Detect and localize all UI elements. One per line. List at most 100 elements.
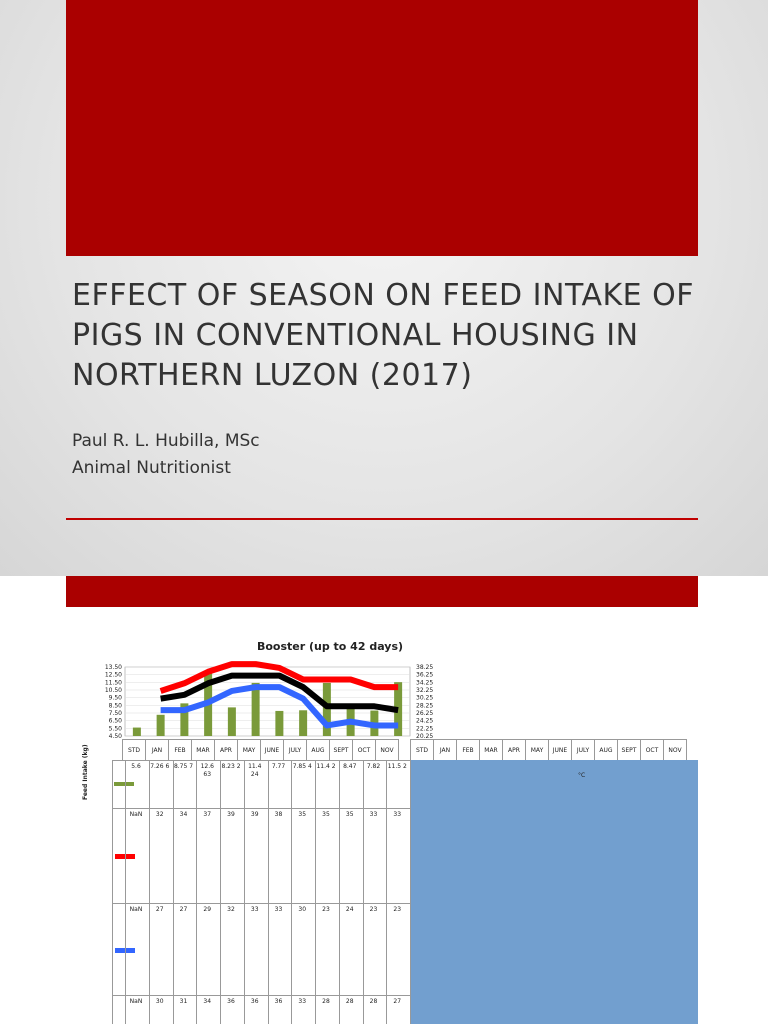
category-label: JULY (283, 739, 307, 761)
author-role: Animal Nutritionist (72, 458, 231, 478)
table-row-border (112, 808, 410, 809)
table-cell: 32 (227, 906, 235, 913)
table-cell: 12.6 63 (200, 763, 214, 778)
legend-swatch (114, 782, 134, 786)
y-tick-label: 4.50 (109, 733, 123, 740)
table-cell: 36 (274, 998, 283, 1005)
y-tick-label: 5.50 (109, 725, 123, 732)
divider-line (66, 518, 698, 520)
author-name: Paul R. L. Hubilla, MSc (72, 431, 260, 451)
table-cell: 7.82 (366, 763, 381, 770)
table-cell: 36 (250, 998, 259, 1005)
category-label: OCT (640, 739, 664, 761)
category-label: FEB (168, 739, 192, 761)
table-column-border (410, 760, 411, 1024)
table-cell: 38 (274, 811, 283, 818)
table-column-border (291, 760, 292, 1024)
table-cell: 23 (322, 906, 330, 913)
table-cell: 27 (179, 906, 188, 913)
chart-title: Booster (up to 42 days) (256, 640, 404, 653)
table-cell: 23 (393, 906, 402, 913)
y2-tick-label: 20.25 (416, 733, 433, 740)
y2-tick-label: 26.25 (416, 710, 433, 717)
table-cell: 33 (369, 811, 378, 818)
category-label: JULY (571, 739, 595, 761)
table-column-border (315, 760, 316, 1024)
y-tick-label: 10.50 (105, 687, 122, 694)
table-cell: NaN (129, 906, 143, 913)
table-cell: 24 (345, 906, 354, 913)
table-row-border (112, 995, 410, 996)
category-label: OCT (352, 739, 376, 761)
table-cell: 32 (155, 811, 164, 818)
slide-subtitle: Paul R. L. Hubilla, MSc Animal Nutrition… (72, 428, 260, 482)
table-cell: 27 (393, 998, 402, 1005)
y-tick-label: 8.50 (109, 702, 123, 709)
table-column-border (363, 760, 364, 1024)
series-line-2 (160, 684, 399, 729)
red-strip (66, 576, 698, 607)
table-cell: 7.85 4 (292, 763, 312, 770)
table-cell: 30 (155, 998, 164, 1005)
category-label: APR (502, 739, 526, 761)
category-label: STD (410, 739, 434, 761)
celsius-unit-label: °C (578, 772, 586, 779)
table-column-border (196, 760, 197, 1024)
table-cell: 5.6 (131, 763, 141, 770)
category-label: SEPT (329, 739, 353, 761)
y2-tick-label: 38.25 (416, 664, 433, 671)
category-label: AUG (306, 739, 330, 761)
table-left-border (112, 760, 113, 1024)
table-cell: 23 (369, 906, 378, 913)
table-column-border (220, 760, 221, 1024)
table-cell: 33 (274, 906, 283, 913)
category-label: STD (122, 739, 146, 761)
bar-june (275, 710, 284, 736)
table-cell: 35 (322, 811, 330, 818)
table-cell: 37 (203, 811, 212, 818)
table-cell: 35 (298, 811, 307, 818)
table-cell: 28 (322, 998, 330, 1005)
right-panel (410, 760, 698, 1024)
category-label: AUG (594, 739, 618, 761)
category-label: NOV (663, 739, 687, 761)
bar-feb (180, 703, 189, 736)
table-column-border (268, 760, 269, 1024)
category-label: JAN (433, 739, 457, 761)
table-cell: 33 (298, 998, 307, 1005)
table-cell: 39 (227, 811, 235, 818)
bar-july (299, 710, 308, 736)
y2-tick-label: 32.25 (416, 687, 433, 694)
table-cell: 36 (227, 998, 235, 1005)
table-cell: 7.26 6 (150, 763, 170, 770)
category-label: NOV (375, 739, 399, 761)
category-header-left: STD JAN FEB MAR APR MAY JUNE JULY AUG SEPT OCT NOV (122, 739, 399, 761)
table-cell: 11.5 2 (387, 763, 407, 770)
y2-tick-label: 24.25 (416, 718, 433, 725)
category-label: MAR (479, 739, 503, 761)
table-cell: 33 (393, 811, 402, 818)
table-cell: 30 (298, 906, 307, 913)
table-row-border (112, 903, 410, 904)
y-tick-label: 9.50 (109, 695, 123, 702)
y-tick-label: 12.50 (105, 672, 122, 679)
table-cell: NaN (129, 811, 143, 818)
table-cell: 31 (179, 998, 188, 1005)
table-cell: 33 (250, 906, 259, 913)
series-line-1 (159, 661, 399, 694)
table-cell: 35 (345, 811, 354, 818)
table-cell: 34 (203, 998, 212, 1005)
y-tick-label: 7.50 (109, 710, 123, 717)
y-tick-label: 13.50 (105, 664, 122, 671)
category-label: FEB (456, 739, 480, 761)
table-cell: 8.23 2 (221, 763, 241, 770)
table-cell: 29 (203, 906, 212, 913)
y-tick-label: 6.50 (109, 718, 123, 725)
category-label: JUNE (548, 739, 572, 761)
table-column-border (339, 760, 340, 1024)
y2-tick-label: 22.25 (416, 725, 433, 732)
category-label: MAR (191, 739, 215, 761)
y2-tick-label: 34.25 (416, 679, 433, 686)
bar-aug (322, 682, 331, 736)
table-column-border (386, 760, 387, 1024)
